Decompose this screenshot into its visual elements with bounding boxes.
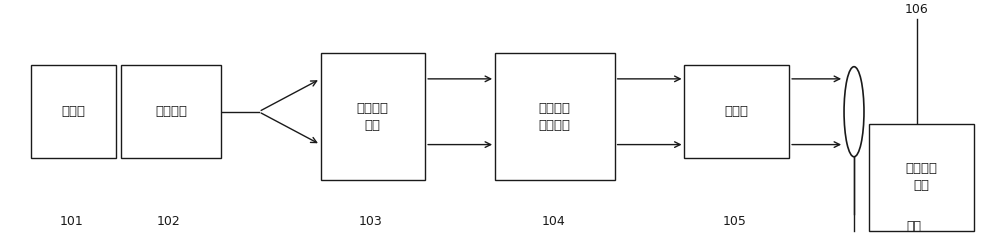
- Text: 晶圆: 晶圆: [906, 220, 921, 233]
- Ellipse shape: [844, 67, 864, 157]
- Bar: [31, 65, 116, 158]
- Text: 束流测量
设备: 束流测量 设备: [905, 163, 937, 192]
- Text: 103: 103: [358, 215, 382, 228]
- Text: 105: 105: [722, 215, 746, 228]
- Text: 引出系统: 引出系统: [155, 105, 187, 118]
- Bar: [869, 124, 974, 231]
- Text: 106: 106: [905, 3, 929, 16]
- Text: 离子源: 离子源: [62, 105, 86, 118]
- Text: 校准器: 校准器: [725, 105, 749, 118]
- Bar: [121, 65, 221, 158]
- Text: 102: 102: [157, 215, 181, 228]
- Bar: [684, 65, 789, 158]
- Text: 束流均匀
度控制器: 束流均匀 度控制器: [539, 102, 571, 132]
- Text: 104: 104: [542, 215, 566, 228]
- Text: 质量分析
磁铁: 质量分析 磁铁: [357, 102, 389, 132]
- Text: 101: 101: [59, 215, 83, 228]
- Bar: [320, 53, 425, 180]
- Bar: [495, 53, 615, 180]
